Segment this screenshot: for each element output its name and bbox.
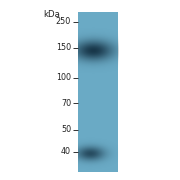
Text: 70: 70 bbox=[61, 98, 71, 107]
Text: 150: 150 bbox=[56, 44, 71, 53]
Text: 250: 250 bbox=[56, 17, 71, 26]
Text: 40: 40 bbox=[61, 147, 71, 156]
Text: 100: 100 bbox=[56, 73, 71, 82]
Text: 50: 50 bbox=[61, 125, 71, 134]
Text: kDa: kDa bbox=[44, 10, 60, 19]
Bar bbox=[78, 12, 118, 172]
